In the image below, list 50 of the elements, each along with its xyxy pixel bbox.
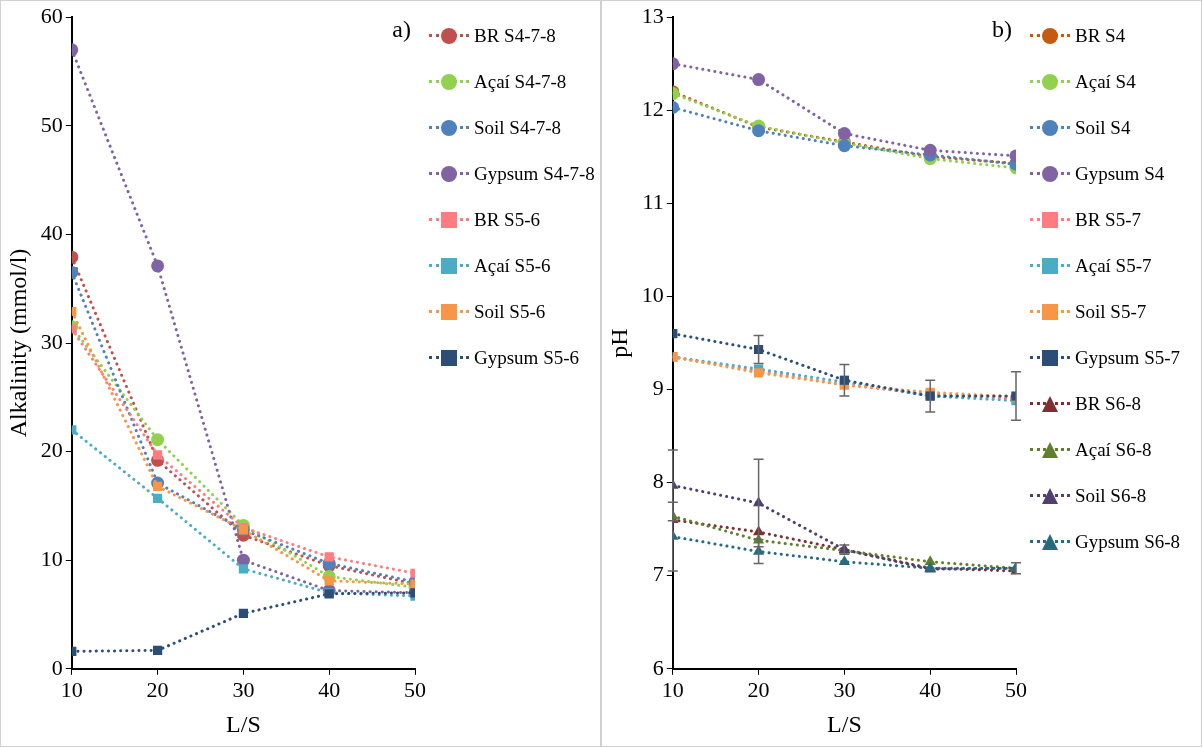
legend-label: BR S4-7-8 (474, 25, 556, 47)
y-tick-label: 60 (40, 2, 63, 28)
y-tick-label: 11 (642, 189, 664, 215)
legend-label: Açaí S4 (1075, 71, 1136, 93)
y-tick-label: 30 (40, 328, 63, 354)
legend-label: BR S5-7 (1075, 209, 1141, 231)
y-tick-label: 9 (652, 375, 664, 401)
legend-label: Soil S4-7-8 (474, 117, 562, 139)
x-tick-label: 30 (833, 676, 856, 702)
y-tick-label: 40 (40, 220, 63, 246)
legend-label: Açaí S4-7-8 (474, 71, 567, 93)
legend-label: Açaí S5-7 (1075, 255, 1152, 277)
legend-label: BR S6-8 (1075, 393, 1141, 415)
legend-label: BR S4 (1075, 25, 1126, 47)
x-tick-label: 50 (1005, 676, 1027, 702)
x-tick-label: 20 (747, 676, 770, 702)
legend-label: Soil S6-8 (1075, 485, 1147, 507)
x-tick-label: 30 (232, 676, 255, 702)
x-axis-title: L/S (827, 710, 862, 737)
legend-label: Gypsum S5-6 (474, 347, 580, 369)
y-tick-label: 7 (652, 561, 664, 587)
legend-label: Soil S5-7 (1075, 301, 1147, 323)
y-axis-title: Alkalinity (mmol/l) (4, 248, 31, 438)
y-tick-label: 10 (641, 282, 664, 308)
y-tick-label: 50 (40, 111, 63, 137)
legend-label: Soil S4 (1075, 117, 1131, 139)
legend-label: Soil S5-6 (474, 301, 546, 323)
legend-label: Gypsum S4-7-8 (474, 163, 595, 185)
x-tick-label: 40 (318, 676, 341, 702)
y-tick-label: 6 (652, 654, 664, 680)
x-axis-title: L/S (226, 710, 261, 737)
y-tick-label: 13 (641, 2, 664, 28)
legend-label: Gypsum S4 (1075, 163, 1165, 185)
x-tick-label: 50 (404, 676, 426, 702)
y-tick-label: 8 (652, 468, 664, 494)
annotation: b) (992, 16, 1012, 43)
x-tick-label: 20 (146, 676, 169, 702)
legend-label: Açaí S5-6 (474, 255, 551, 277)
annotation: a) (392, 16, 411, 43)
legend-label: Gypsum S5-7 (1075, 347, 1181, 369)
legend-label: Açaí S6-8 (1075, 439, 1152, 461)
x-tick-label: 40 (919, 676, 942, 702)
legend-label: BR S5-6 (474, 209, 540, 231)
y-tick-label: 20 (40, 437, 63, 463)
y-tick-label: 10 (40, 545, 63, 571)
y-axis-title: pH (605, 328, 632, 358)
legend-label: Gypsum S6-8 (1075, 531, 1181, 553)
x-tick-label: 10 (60, 676, 83, 702)
y-tick-label: 12 (641, 96, 664, 122)
y-tick-label: 0 (51, 654, 63, 680)
